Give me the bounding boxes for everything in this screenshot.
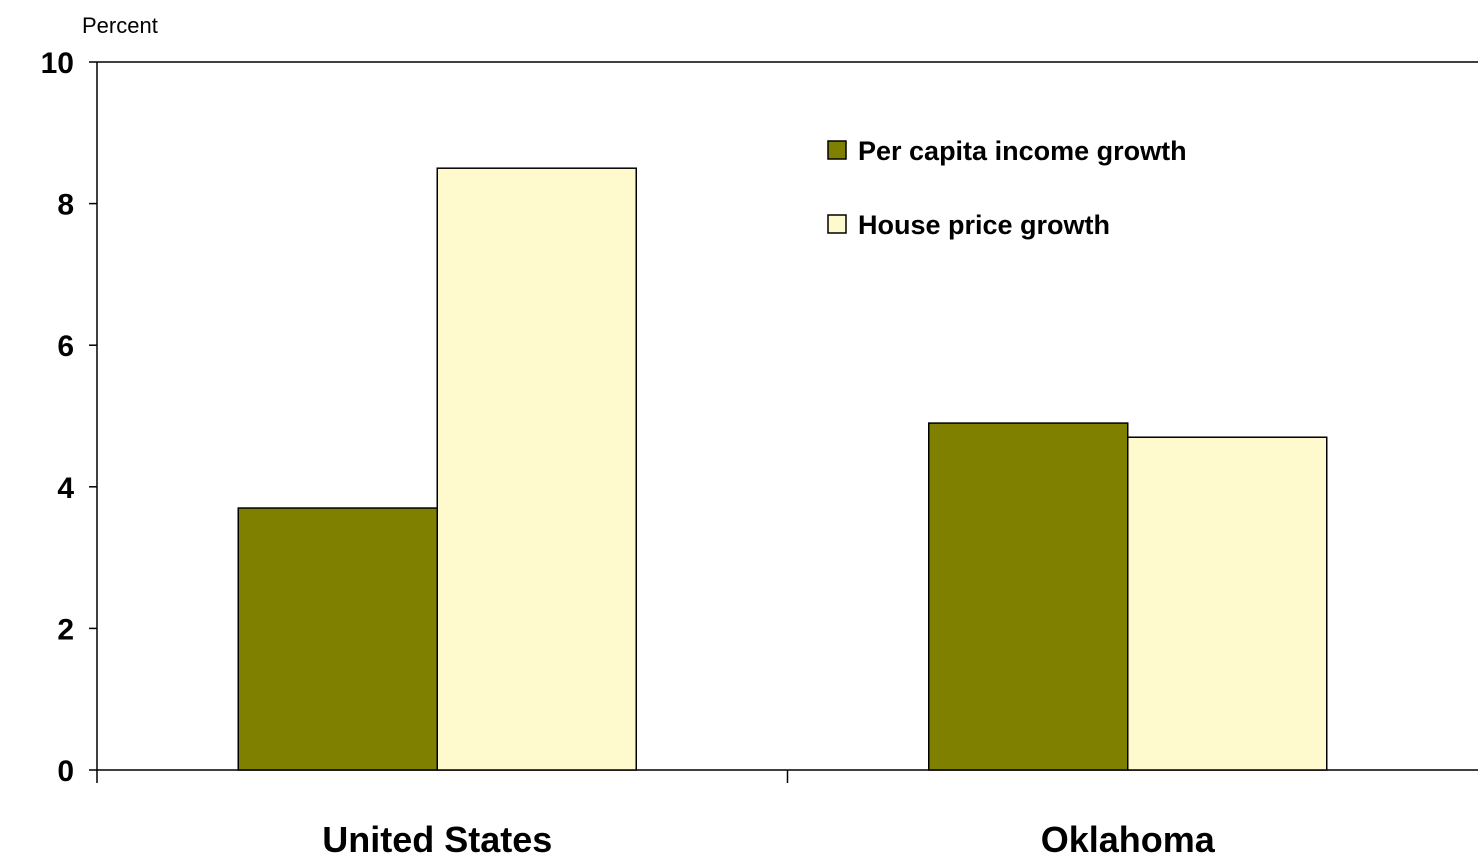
bar-oklahoma-series-2 xyxy=(1127,436,1328,771)
x-tick-label: United States xyxy=(322,819,552,857)
legend-label: Per capita income growth xyxy=(858,136,1187,166)
bars-group xyxy=(237,167,1328,771)
y-tick-label: 2 xyxy=(57,613,74,646)
y-tick-label: 10 xyxy=(41,47,74,80)
y-tick-label: 6 xyxy=(57,330,74,363)
y-tick-label: 8 xyxy=(57,189,74,222)
y-axis-ticks: 0 2 4 6 8 10 xyxy=(41,47,97,788)
legend-label: House price growth xyxy=(858,210,1110,240)
legend: Per capita income growth House price grow… xyxy=(827,136,1187,240)
bar-united-states-series-1 xyxy=(237,507,438,771)
legend-swatch xyxy=(827,140,847,160)
legend-swatch xyxy=(827,214,847,234)
y-axis-label: Percent xyxy=(82,13,158,38)
x-tick-label: Oklahoma xyxy=(1041,819,1216,857)
bar-oklahoma-series-1 xyxy=(928,422,1129,771)
x-axis-ticks: United States Oklahoma xyxy=(96,770,1216,857)
bar-united-states-series-2 xyxy=(436,167,637,771)
y-tick-label: 4 xyxy=(57,472,74,505)
y-tick-label: 0 xyxy=(57,755,74,788)
